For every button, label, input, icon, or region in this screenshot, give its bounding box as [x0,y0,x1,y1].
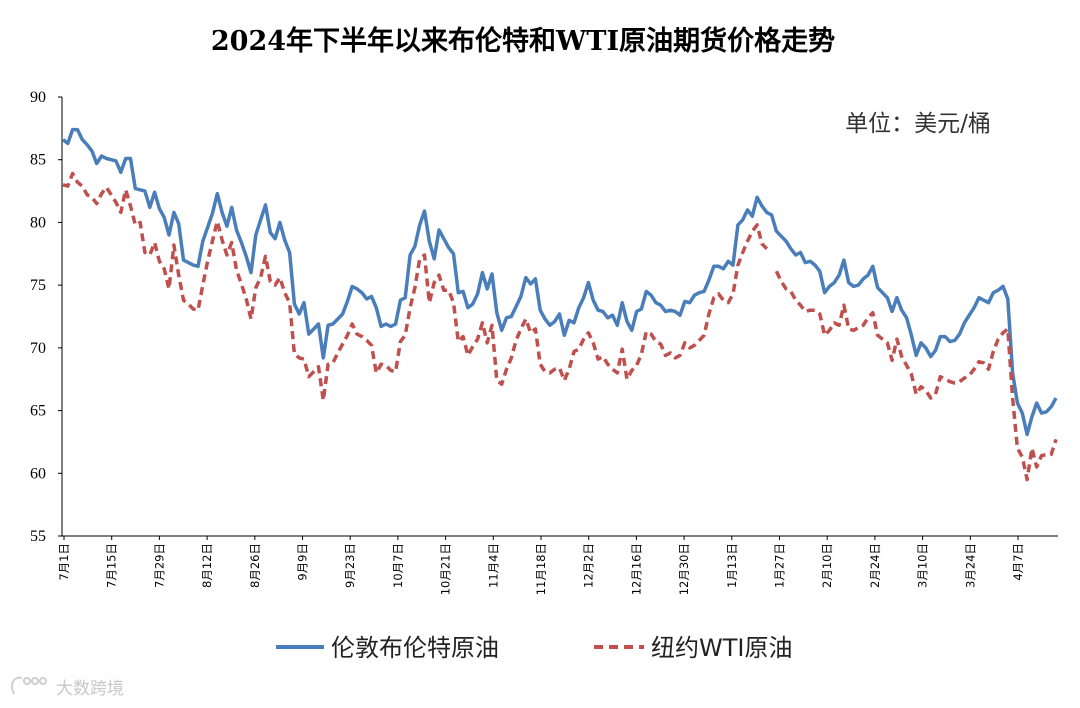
x-tick-label: 3月24日 [963,543,977,588]
series-line-brent [61,127,1058,437]
chart-title: 2024年下半年以来布伦特和WTI原油期货价格走势 [211,25,835,57]
x-tick-label: 10月21日 [439,543,453,595]
y-tick-label: 90 [30,89,46,106]
x-tick-label: 1月13日 [725,543,739,588]
x-tick-label: 8月26日 [248,543,262,588]
x-tick-label: 7月1日 [57,543,71,581]
x-tick-label: 4月7日 [1011,543,1025,581]
x-tick-label: 12月16日 [629,543,643,595]
y-tick-label: 80 [30,214,46,231]
x-axis-ticks: 7月1日 7月15日 7月29日 8月12日 8月26日 9月9日 9月23日 10月7日 10… [57,536,1025,595]
legend-label-brent: 伦敦布伦特原油 [331,634,499,662]
unit-label: 单位：美元/桶 [845,111,991,137]
series-layer [61,127,1058,482]
watermark-logo-icon [11,676,47,695]
legend: 伦敦布伦特原油 纽约WTI原油 [276,634,792,662]
watermark: 大数跨境 [11,676,124,699]
x-tick-label: 11月18日 [534,543,548,595]
legend-label-wti: 纽约WTI原油 [651,634,792,662]
x-tick-label: 8月12日 [200,543,214,588]
x-tick-label: 9月23日 [343,543,357,588]
y-tick-label: 55 [30,528,46,545]
x-tick-label: 2月24日 [868,543,882,588]
y-tick-label: 85 [30,152,46,169]
watermark-text: 大数跨境 [56,679,124,699]
x-tick-label: 11月4日 [486,543,500,588]
series-line-wti [62,171,1058,482]
y-axis-ticks: 90 85 80 75 70 65 60 55 [30,89,62,545]
x-tick-label: 7月15日 [105,543,119,588]
y-tick-label: 70 [30,340,46,357]
y-tick-label: 65 [30,403,46,420]
x-tick-label: 9月9日 [296,543,310,581]
y-tick-label: 75 [30,277,46,294]
x-tick-label: 2月10日 [820,543,834,588]
y-tick-label: 60 [30,465,46,482]
x-tick-label: 12月30日 [677,543,691,595]
legend-item-wti: 纽约WTI原油 [594,634,792,662]
x-tick-label: 1月27日 [773,543,787,588]
legend-item-brent: 伦敦布伦特原油 [276,634,499,662]
x-tick-label: 7月29日 [152,543,166,588]
x-tick-label: 12月2日 [582,543,596,588]
x-tick-label: 10月7日 [391,543,405,588]
x-tick-label: 3月10日 [916,543,930,588]
